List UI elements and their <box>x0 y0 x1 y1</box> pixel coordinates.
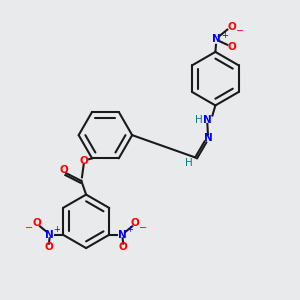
Text: N: N <box>118 230 127 240</box>
Text: −: − <box>236 26 244 36</box>
Text: O: O <box>33 218 41 228</box>
Text: N: N <box>45 230 54 240</box>
Text: +: + <box>221 32 228 40</box>
Text: +: + <box>53 225 59 234</box>
Text: O: O <box>131 218 140 228</box>
Text: H: H <box>185 158 193 168</box>
Text: −: − <box>25 223 33 233</box>
Text: +: + <box>126 225 133 234</box>
Text: H: H <box>195 115 202 125</box>
Text: O: O <box>227 42 236 52</box>
Text: O: O <box>119 242 128 252</box>
Text: O: O <box>79 156 88 166</box>
Text: −: − <box>139 223 147 233</box>
Text: O: O <box>227 22 236 32</box>
Text: N: N <box>212 34 220 44</box>
Text: O: O <box>59 165 68 175</box>
Text: N: N <box>203 115 212 125</box>
Text: N: N <box>204 133 212 143</box>
Text: O: O <box>45 242 53 252</box>
